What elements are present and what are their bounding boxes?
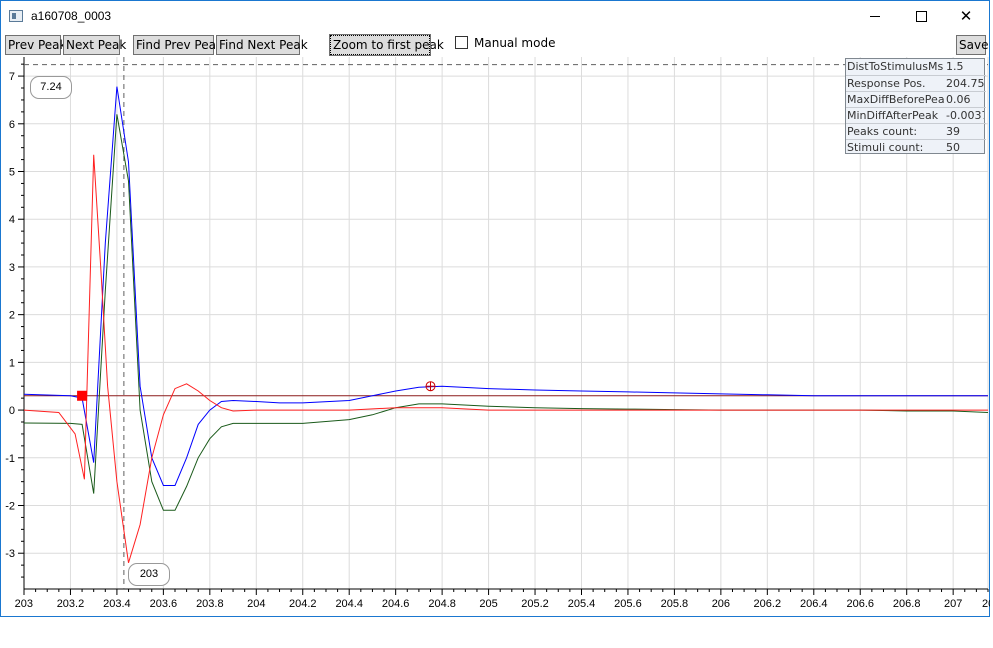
info-label: DistToStimulusMs <box>847 60 944 73</box>
y-tick-label: 0 <box>9 405 15 417</box>
y-tick-label: 1 <box>9 357 15 369</box>
x-tick-label: 205.6 <box>614 598 642 610</box>
x-tick-label: 205.4 <box>568 598 596 610</box>
manual-mode-checkbox[interactable] <box>455 36 468 49</box>
maximize-icon <box>915 10 927 22</box>
x-tick-label: 204.8 <box>428 598 456 610</box>
info-row: DistToStimulusMs 1.5 <box>846 59 986 75</box>
find-prev-peak-button[interactable]: Find Prev Peak <box>133 35 223 55</box>
minimize-button[interactable] <box>852 1 898 31</box>
info-value: -0.0037 <box>946 109 984 122</box>
x-tick-label: 206.8 <box>893 598 921 610</box>
info-value: 204.75 <box>946 77 984 90</box>
max-value-annotation: 7.24 <box>30 76 72 99</box>
y-tick-label: 2 <box>9 310 15 322</box>
y-tick-label: -1 <box>5 453 15 465</box>
minimize-icon <box>870 15 880 17</box>
prev-peak-button[interactable]: Prev Peak <box>5 35 67 55</box>
y-tick-label: 6 <box>9 119 15 131</box>
info-row: MaxDiffBeforePeak 0.06 <box>846 91 986 108</box>
x-tick-label: 206 <box>712 598 730 610</box>
signal-plot[interactable]: 203 203.2 203.4 203.6 203.8 204 204.2 204.4 204.… <box>0 57 990 617</box>
y-tick-label: -3 <box>5 548 15 560</box>
info-row: Peaks count: 39 <box>846 123 986 140</box>
x-tick-label: 204.6 <box>382 598 410 610</box>
x-tick-label: 204 <box>247 598 265 610</box>
info-label: Peaks count: <box>847 125 918 138</box>
y-tick-label: 7 <box>9 71 15 83</box>
info-label: MaxDiffBeforePeak <box>847 93 945 106</box>
y-tick-label: 5 <box>9 167 15 179</box>
close-icon: ✕ <box>959 8 973 25</box>
x-tick-label: 206.2 <box>754 598 782 610</box>
app-icon <box>9 10 23 22</box>
x-tick-label: 203.4 <box>103 598 131 610</box>
x-tick-label: 206.4 <box>800 598 828 610</box>
next-peak-button[interactable]: Next Peak <box>63 35 126 55</box>
info-value: 39 <box>946 125 960 138</box>
info-value: 50 <box>946 141 960 154</box>
x-tick-label: 205 <box>479 598 497 610</box>
info-panel: DistToStimulusMs 1.5 Response Pos. 204.75 Ma… <box>845 58 986 156</box>
title-bar[interactable]: a160708_0003 ✕ <box>1 1 989 31</box>
zoom-first-peak-button[interactable]: Zoom to first peak <box>329 34 444 56</box>
info-label: Response Pos. <box>847 77 926 90</box>
x-tick-label: 203.8 <box>196 598 224 610</box>
x-tick-label: 205.2 <box>521 598 549 610</box>
series-line-0 <box>23 86 988 486</box>
y-tick-label: -2 <box>5 501 15 513</box>
info-row: MinDiffAfterPeak -0.0037 <box>846 107 986 124</box>
cursor-position-annotation: 203 <box>128 563 170 586</box>
info-value: 1.5 <box>946 60 964 73</box>
x-tick-label: 203.2 <box>57 598 85 610</box>
info-row: Response Pos. 204.75 <box>846 75 986 92</box>
x-tick-label: 207 <box>982 598 990 610</box>
x-tick-label: 204.2 <box>289 598 317 610</box>
plot-area <box>24 57 988 589</box>
info-label: Stimuli count: <box>847 141 924 154</box>
series-line-2 <box>23 154 988 563</box>
x-tick-label: 205.8 <box>661 598 689 610</box>
window-title: a160708_0003 <box>31 9 112 23</box>
x-tick-label: 203.6 <box>150 598 178 610</box>
x-tick-label: 206.6 <box>846 598 874 610</box>
maximize-button[interactable] <box>898 1 944 31</box>
x-tick-label: 203 <box>15 598 33 610</box>
x-tick-label: 204.4 <box>335 598 363 610</box>
manual-mode-label[interactable]: Manual mode <box>474 36 556 50</box>
close-button[interactable]: ✕ <box>943 1 989 31</box>
info-label: MinDiffAfterPeak <box>847 109 939 122</box>
x-tick-label: 207 <box>944 598 962 610</box>
save-button[interactable]: Save <box>956 35 988 55</box>
peak-start-marker <box>77 390 88 401</box>
y-tick-label: 4 <box>9 214 15 226</box>
y-tick-label: 3 <box>9 262 15 274</box>
info-value: 0.06 <box>946 93 971 106</box>
info-row: Stimuli count: 50 <box>846 139 986 156</box>
find-next-peak-button[interactable]: Find Next Peak <box>216 35 308 55</box>
